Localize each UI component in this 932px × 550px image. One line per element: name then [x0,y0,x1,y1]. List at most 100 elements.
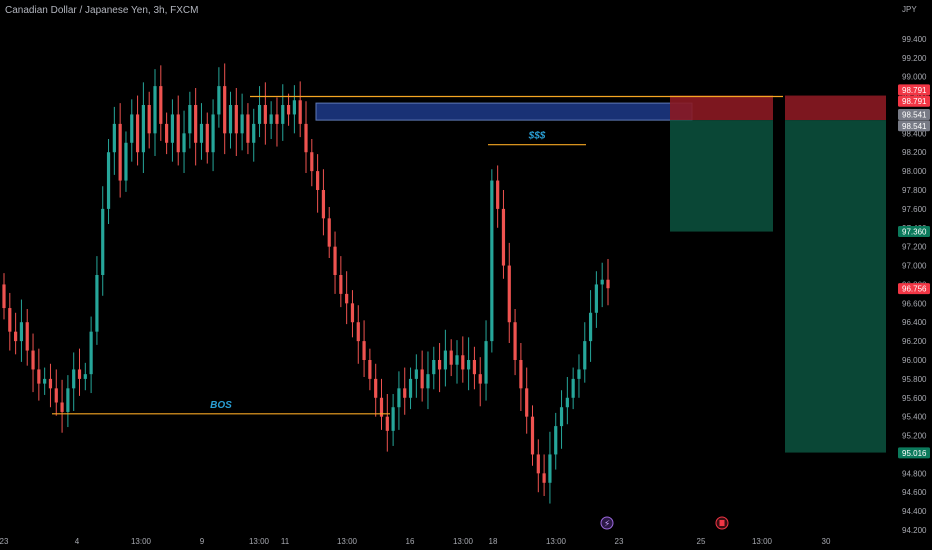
price-tag: 95.016 [898,447,930,459]
candle-body [106,152,111,209]
candle-body [8,308,12,332]
candle-body [408,378,413,398]
price-tag-bg [898,84,930,96]
time-tick-label: 4 [75,537,80,546]
candle-body [321,190,326,219]
candle-body [48,378,53,389]
candle-body [525,388,529,417]
price-tick-label: 95.400 [902,413,927,422]
symbol-title: Canadian Dollar / Japanese Yen, 3h, FXCM [5,5,199,16]
liquidity-line-label: $$$ [528,131,546,142]
time-tick-label: 13:00 [546,537,567,546]
candle-body [170,114,175,143]
candle-body [118,123,122,181]
candle-body [513,322,517,360]
candle-body [536,454,540,474]
price-tick-label: 96.400 [902,318,927,327]
candle-body [362,341,366,360]
candle-body [478,374,482,384]
candle-body [472,360,477,375]
candle-body [432,360,436,375]
candle-body [606,279,610,289]
candle-body [182,133,186,153]
candle-body [443,350,447,370]
time-tick-label: 16 [406,537,415,546]
candle-body [205,123,209,153]
candle-body [31,350,35,370]
price-tag-label: 98.541 [902,110,927,119]
price-tag-label: 96.756 [902,285,927,294]
candle-body [496,180,500,209]
price-tick-label: 98.200 [902,148,927,157]
target-zone-1 [670,120,773,232]
candle-body [600,279,604,285]
time-tick-label: 23 [0,537,9,546]
time-tick-label: 13:00 [249,537,270,546]
candle-body [165,123,169,143]
bos-line-label: BOS [210,400,232,411]
candle-body [159,86,163,124]
candle-body [292,100,296,115]
candle-body [519,360,523,389]
price-tag-bg [898,108,930,120]
lightning-event-icon [600,516,614,530]
candle-body [153,86,157,134]
candle-body [25,322,29,351]
candle-body [356,322,360,342]
time-tick-label: 9 [200,537,205,546]
candle-body [368,360,372,379]
price-tag-bg [898,226,930,238]
candle-body [252,123,256,143]
time-tick-label: 13:00 [453,537,474,546]
price-tag: 98.541 [898,120,930,132]
levels-layer: BOS $$$ [52,95,783,415]
price-tick-label: 94.200 [902,526,927,535]
candle-body [420,369,424,389]
candle-body [14,331,18,342]
candle-body [77,369,82,379]
time-tick-label: 18 [489,537,498,546]
candle-body [571,378,575,398]
candle-body [437,360,442,370]
candle-body [199,123,204,143]
price-tick-label: 95.800 [902,375,927,384]
candle-body [391,407,395,431]
price-tag-label: 98.541 [902,122,927,131]
candle-body [385,416,389,431]
candle-body [176,114,180,153]
candle-body [507,265,511,323]
candle-body [501,208,506,266]
candle-body [577,369,581,379]
candle-body [101,208,105,275]
time-tick-label: 30 [822,537,831,546]
candle-body [559,407,564,427]
candle-body [403,388,407,398]
candles-layer [2,63,610,504]
candle-body [234,105,238,134]
price-tick-label: 98.000 [902,167,927,176]
candle-body [194,105,198,143]
target-zone-2 [785,120,886,453]
candle-body [95,275,99,332]
price-tag: 98.791 [898,84,930,96]
flag-glyph [719,520,725,526]
candle-body [217,86,221,115]
price-tag: 96.756 [898,283,930,295]
price-tick-label: 99.200 [902,54,927,63]
candle-body [484,341,488,384]
price-tick-label: 94.600 [902,488,927,497]
candle-body [240,114,244,134]
candle-body [112,123,116,153]
candle-body [339,275,343,294]
supply-zone [315,102,693,121]
candle-body [275,114,279,124]
candle-body [223,86,227,134]
price-tick-label: 97.200 [902,243,927,252]
time-tick-label: 23 [615,537,624,546]
candle-body [269,114,273,124]
time-axis[interactable]: 23 4 13:00 9 13:00 11 13:00 16 13:00 18 13:00 23 25 1… [0,537,831,546]
candle-body [130,114,134,143]
candle-body [54,388,58,403]
price-tag-bg [898,95,930,107]
